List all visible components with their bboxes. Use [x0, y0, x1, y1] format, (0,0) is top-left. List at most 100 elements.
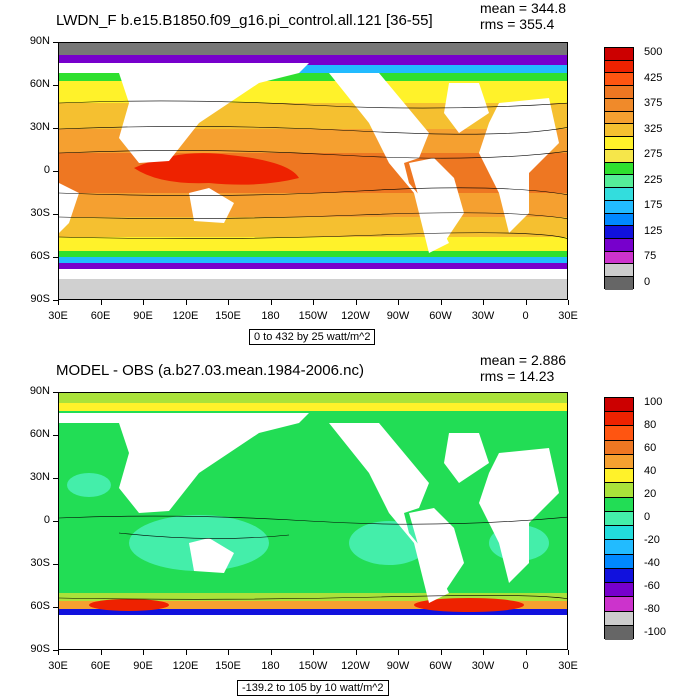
colorbar-label: 100 [644, 396, 663, 408]
colorbar-swatch [605, 200, 633, 214]
lon-label: 30E [48, 660, 68, 672]
colorbar-swatch [605, 426, 633, 441]
lon-label: 0 [522, 310, 529, 322]
panel-bottom: MODEL - OBS (a.b27.03.mean.1984-2006.nc)… [0, 350, 700, 700]
colorbar-label: 500 [644, 46, 663, 58]
colorbar-swatch [605, 511, 633, 527]
colorbar-swatch [605, 412, 633, 427]
lon-tick [228, 300, 229, 305]
colorbar-swatch [605, 264, 633, 278]
lon-label: 30E [558, 310, 578, 322]
colorbar-swatch [605, 162, 633, 176]
lon-tick [525, 300, 527, 305]
colorbar-label: -60 [644, 580, 660, 592]
lon-tick [398, 650, 399, 655]
lon-tick [313, 300, 314, 305]
contour-caption: 0 to 432 by 25 watt/m^2 [249, 329, 376, 345]
colorbar-swatch [605, 86, 633, 99]
lon-tick [228, 650, 229, 655]
mean-value: mean = 2.886 [480, 352, 567, 368]
lon-tick [398, 300, 399, 305]
lon-tick [355, 300, 357, 305]
map-top [58, 42, 568, 300]
colorbar-bottom [604, 397, 634, 640]
colorbar-swatch [605, 526, 633, 541]
map-bottom [58, 392, 568, 650]
contour-caption: -139.2 to 105 by 10 watt/m^2 [237, 680, 389, 696]
lon-label: 90W [386, 660, 410, 672]
rms-value: rms = 355.4 [480, 16, 555, 32]
lon-tick [568, 300, 569, 305]
colorbar-swatch [605, 149, 633, 163]
lat-label: 30S [30, 207, 50, 219]
lon-tick [100, 650, 102, 655]
panel-title: LWDN_F b.e15.B1850.f09_g16.pi_control.al… [56, 12, 433, 29]
colorbar-swatch [605, 137, 633, 150]
colorbar-swatch [605, 251, 633, 265]
panel-title: MODEL - OBS (a.b27.03.mean.1984-2006.nc) [56, 362, 364, 379]
lat-label: 90S [30, 293, 50, 305]
colorbar-swatch [605, 483, 633, 498]
lon-label: 0 [522, 660, 529, 672]
colorbar-label: 75 [644, 250, 657, 263]
lat-tick [53, 650, 58, 651]
lat-label: 90S [30, 643, 50, 655]
colorbar-swatch [605, 469, 633, 484]
lon-label: 150W [298, 310, 328, 322]
colorbar-swatch [605, 175, 633, 189]
colorbar-swatch [605, 625, 633, 640]
colorbar-swatch [605, 111, 633, 125]
lon-label: 120E [172, 660, 199, 672]
lat-tick [53, 257, 58, 258]
lon-label: 150E [215, 310, 241, 322]
colorbar-swatch [605, 611, 633, 626]
lon-tick [313, 650, 314, 655]
lon-tick [185, 300, 187, 305]
lon-label: 60E [90, 660, 111, 672]
stats-block: mean = 344.8 rms = 355.4 [480, 0, 566, 32]
lon-label: 120W [341, 660, 370, 672]
lat-tick [53, 214, 58, 215]
lon-label: 30W [471, 310, 495, 322]
lat-tick [53, 521, 58, 522]
colorbar-label: 375 [644, 97, 663, 110]
lat-label: 30S [30, 557, 50, 569]
map-top-svg [59, 43, 567, 299]
lon-label: 60W [429, 660, 452, 672]
colorbar-swatch [605, 568, 633, 584]
lat-label: 60S [30, 250, 50, 262]
lon-tick [440, 300, 442, 305]
lon-label: 180 [261, 310, 280, 322]
lat-label: 30N [29, 121, 50, 133]
lat-label: 0 [43, 514, 50, 526]
colorbar-label: 40 [644, 465, 657, 477]
colorbar-label: 0 [644, 511, 651, 523]
colorbar-label: 20 [644, 488, 657, 500]
colorbar-label: 225 [644, 173, 663, 186]
colorbar-swatch [605, 554, 633, 569]
colorbar-label: 60 [644, 442, 657, 454]
colorbar-label: 125 [644, 224, 663, 237]
lon-label: 90W [386, 310, 410, 322]
colorbar-swatch [605, 277, 633, 290]
colorbar-label: 175 [644, 199, 663, 212]
lon-tick [355, 650, 357, 655]
colorbar-swatch [605, 188, 633, 201]
colorbar-label: 425 [644, 71, 663, 84]
colorbar-swatch [605, 73, 633, 87]
lat-tick [53, 392, 58, 393]
lon-tick [143, 300, 144, 305]
lon-label: 120E [172, 310, 199, 322]
panel-top: LWDN_F b.e15.B1850.f09_g16.pi_control.al… [29, 0, 663, 345]
lon-tick [143, 650, 144, 655]
lon-tick [270, 650, 272, 655]
lat-tick [53, 478, 58, 479]
lon-label: 30W [471, 660, 495, 672]
colorbar-label: -20 [644, 534, 660, 546]
colorbar-swatch [605, 440, 633, 455]
lon-label: 90E [133, 310, 153, 322]
colorbar-label: -80 [644, 603, 660, 615]
lon-label: 90E [133, 660, 153, 672]
lon-tick [270, 300, 272, 305]
lon-tick [483, 300, 484, 305]
